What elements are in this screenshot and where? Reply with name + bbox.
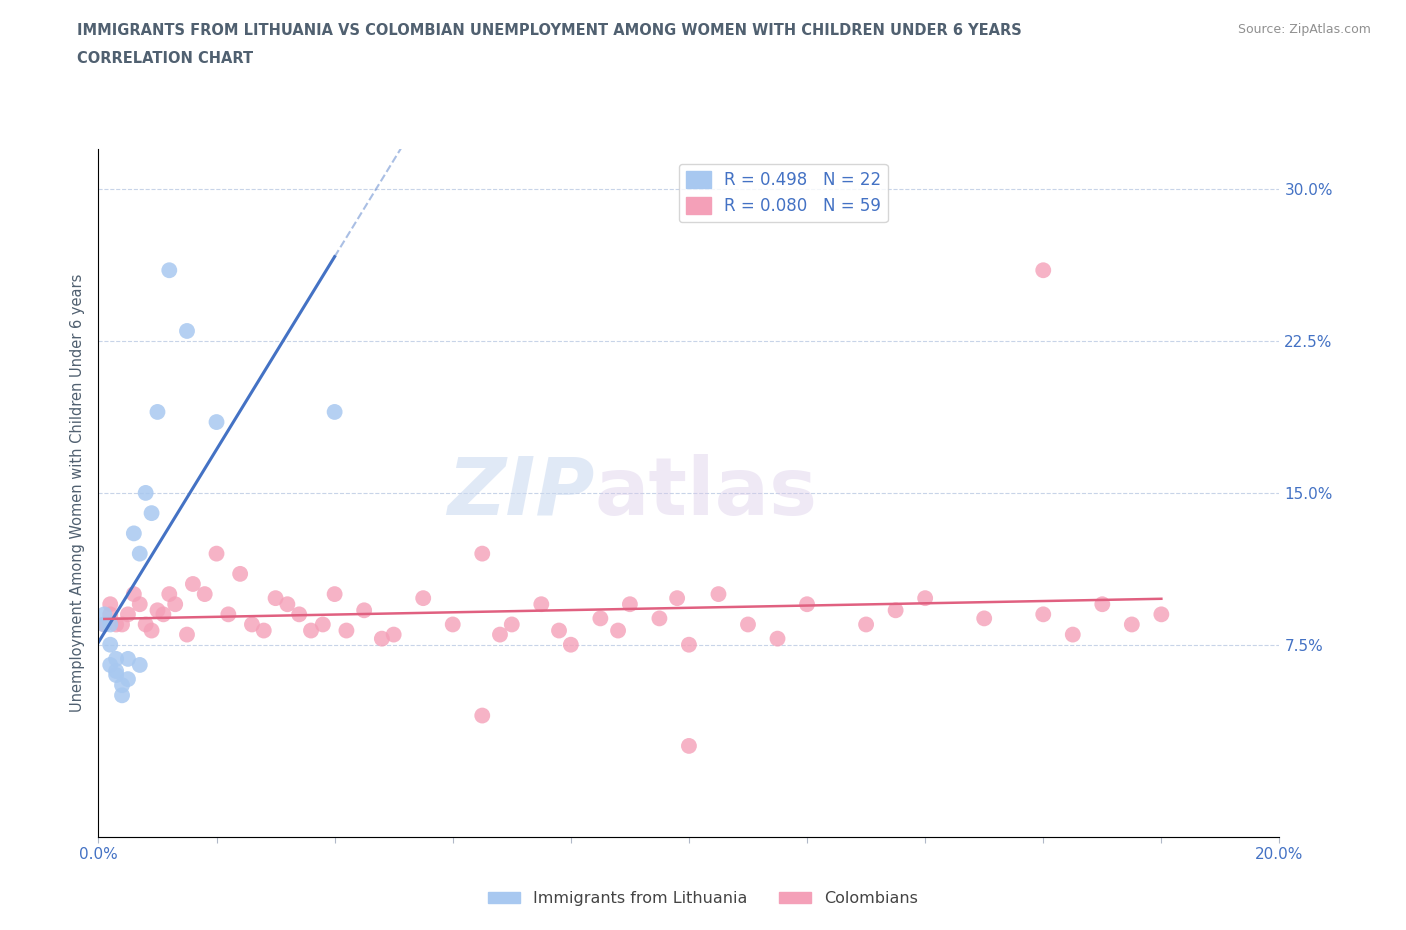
Point (146, 603, 169, 618)
Point (678, 738, 700, 753)
Point (619, 597, 641, 612)
Point (98, 658, 121, 672)
Legend: R = 0.498   N = 22, R = 0.080   N = 59: R = 0.498 N = 22, R = 0.080 N = 59 (679, 164, 887, 222)
Point (607, 623, 630, 638)
Point (98, 607, 121, 622)
Point (111, 688, 134, 703)
Point (530, 597, 553, 612)
Point (93, 607, 115, 622)
Point (471, 708, 494, 723)
Point (412, 591, 434, 605)
Point (884, 603, 907, 618)
Point (105, 617, 128, 631)
Point (117, 651, 139, 666)
Legend: Immigrants from Lithuania, Colombians: Immigrants from Lithuania, Colombians (482, 885, 924, 912)
Point (548, 623, 571, 638)
Point (312, 617, 335, 631)
Point (766, 631, 789, 646)
Point (1150, 607, 1173, 622)
Point (135, 485, 157, 500)
Point (678, 637, 700, 652)
Point (176, 627, 198, 642)
Text: ZIP: ZIP (447, 454, 595, 532)
Point (589, 611, 612, 626)
Point (353, 603, 375, 618)
Point (1091, 597, 1114, 612)
Point (737, 617, 759, 631)
Point (264, 591, 287, 605)
Point (157, 587, 180, 602)
Point (914, 591, 936, 605)
Point (441, 617, 464, 631)
Point (276, 597, 298, 612)
Point (796, 597, 818, 612)
Point (122, 587, 145, 602)
Point (98, 637, 121, 652)
Point (194, 587, 217, 602)
Point (973, 611, 995, 626)
Point (648, 611, 671, 626)
Point (323, 405, 346, 419)
Point (141, 506, 163, 521)
Point (105, 664, 128, 679)
Point (98, 617, 121, 631)
Point (855, 617, 877, 631)
Point (323, 587, 346, 602)
Point (98, 597, 121, 612)
Point (105, 651, 128, 666)
Point (176, 324, 198, 339)
Point (240, 617, 263, 631)
Point (288, 607, 311, 622)
Point (501, 617, 523, 631)
Point (105, 668, 128, 683)
Text: atlas: atlas (595, 454, 817, 532)
Point (666, 591, 689, 605)
Text: Source: ZipAtlas.com: Source: ZipAtlas.com (1237, 23, 1371, 36)
Point (146, 405, 169, 419)
Point (253, 623, 276, 638)
Point (335, 623, 357, 638)
Point (229, 566, 252, 581)
Point (135, 617, 157, 631)
Point (93, 617, 115, 631)
Point (471, 546, 494, 561)
Point (371, 631, 394, 646)
Point (707, 587, 730, 602)
Point (1032, 607, 1054, 622)
Point (111, 617, 134, 631)
Point (560, 637, 582, 652)
Point (128, 546, 150, 561)
Point (165, 597, 187, 612)
Point (141, 623, 163, 638)
Point (93, 617, 115, 631)
Point (122, 526, 145, 541)
Point (152, 607, 174, 622)
Point (117, 607, 139, 622)
Point (181, 577, 204, 591)
Text: IMMIGRANTS FROM LITHUANIA VS COLOMBIAN UNEMPLOYMENT AMONG WOMEN WITH CHILDREN UN: IMMIGRANTS FROM LITHUANIA VS COLOMBIAN U… (77, 23, 1022, 38)
Point (111, 678, 134, 693)
Point (1032, 263, 1054, 278)
Point (1121, 617, 1143, 631)
Point (382, 627, 405, 642)
Point (205, 546, 228, 561)
Point (489, 627, 512, 642)
Point (1062, 627, 1084, 642)
Point (117, 671, 139, 686)
Point (157, 263, 180, 278)
Point (205, 415, 228, 430)
Point (299, 623, 322, 638)
Point (128, 658, 150, 672)
Point (217, 607, 239, 622)
Y-axis label: Unemployment Among Women with Children Under 6 years: Unemployment Among Women with Children U… (70, 273, 86, 712)
Text: CORRELATION CHART: CORRELATION CHART (77, 51, 253, 66)
Point (128, 597, 150, 612)
